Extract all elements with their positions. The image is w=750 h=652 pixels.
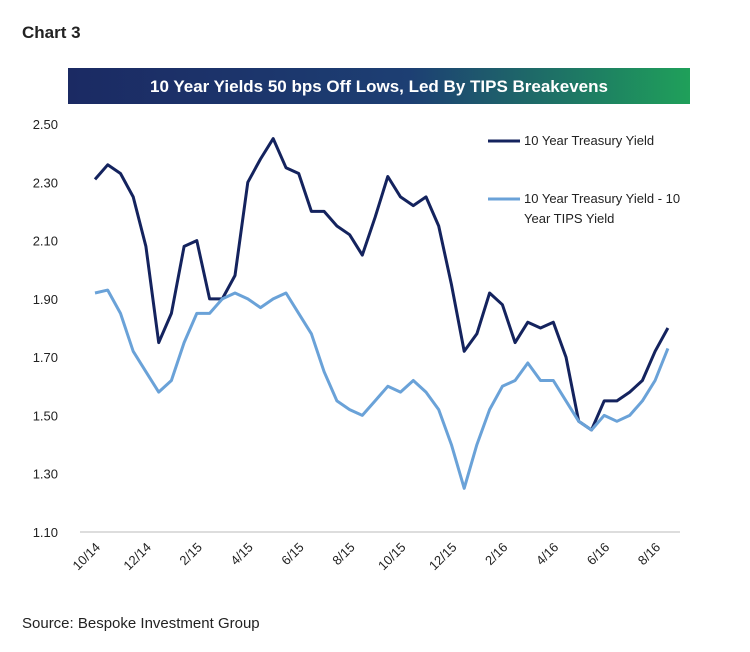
y-tick-label: 1.30 <box>33 467 58 482</box>
x-tick-label: 4/15 <box>227 540 256 569</box>
y-tick-label: 1.50 <box>33 408 58 423</box>
chart-title: 10 Year Yields 50 bps Off Lows, Led By T… <box>150 77 608 96</box>
x-tick-label: 2/15 <box>176 540 205 569</box>
x-tick-label: 2/16 <box>482 540 511 569</box>
x-tick-label: 12/14 <box>120 540 154 574</box>
y-tick-label: 1.90 <box>33 292 58 307</box>
x-tick-label: 6/15 <box>278 540 307 569</box>
y-tick-label: 2.30 <box>33 175 58 190</box>
x-tick-label: 10/15 <box>375 540 409 574</box>
series-line <box>94 288 670 490</box>
legend-label: 10 Year Treasury Yield <box>524 133 655 148</box>
x-tick-label: 10/14 <box>70 540 104 574</box>
x-tick-label: 4/16 <box>533 540 562 569</box>
y-tick-label: 1.10 <box>33 525 58 540</box>
title-banner <box>68 68 690 104</box>
y-tick-label: 1.70 <box>33 350 58 365</box>
x-tick-label: 12/15 <box>426 540 460 574</box>
x-tick-label: 8/16 <box>635 540 664 569</box>
y-tick-label: 2.50 <box>33 117 58 132</box>
legend-label: 10 Year Treasury Yield - 10 Year TIPS Yi… <box>524 191 681 226</box>
source: Source: Bespoke Investment Group <box>22 615 260 632</box>
y-tick-label: 2.10 <box>33 234 58 249</box>
x-tick-label: 6/16 <box>584 540 613 569</box>
series-line <box>93 137 670 432</box>
heading: Chart 3 <box>22 23 81 42</box>
x-tick-label: 8/15 <box>329 540 358 569</box>
